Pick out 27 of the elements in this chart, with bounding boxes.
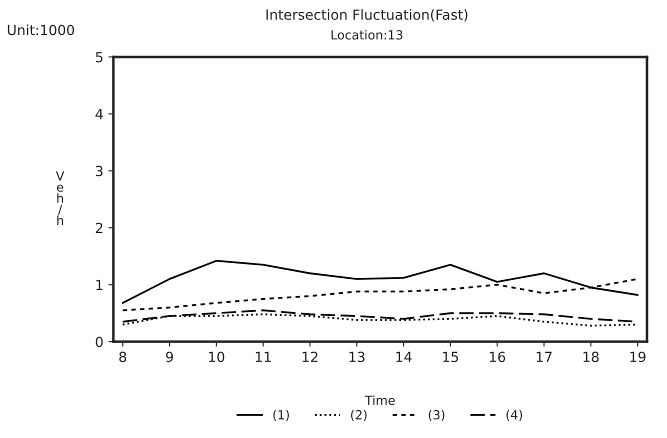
y-tick-label: 0 [96, 336, 103, 348]
x-tick-label: 14 [396, 352, 412, 362]
chart-title: Intersection Fluctuation(Fast) [266, 9, 468, 22]
x-tick-label: 8 [119, 352, 126, 362]
x-tick-label: 15 [443, 352, 458, 362]
y-tick-label: 4 [96, 109, 103, 120]
text: Unit:1000 [8, 24, 74, 36]
y-tick-label: 5 [96, 52, 102, 62]
x-tick-label: 11 [256, 352, 271, 362]
legend-label: (1) [273, 410, 289, 421]
legend-label: (4) [506, 410, 522, 421]
y-tick-label: 2 [96, 222, 102, 234]
x-tick-label: 16 [490, 352, 506, 362]
legend-label: (3) [428, 410, 444, 421]
y-axis-title: V e h / h [56, 171, 64, 226]
x-axis-title: Time [364, 395, 395, 406]
y-tick-label: 3 [96, 166, 103, 176]
x-tick-label: 13 [349, 352, 365, 362]
x-tick-label: 9 [166, 352, 173, 362]
x-tick-label: 19 [630, 352, 646, 362]
y-tick-label: 1 [96, 280, 102, 290]
chart-subtitle: Location:13 [332, 30, 402, 40]
x-tick-label: 10 [209, 352, 224, 362]
x-tick-label: 18 [584, 352, 599, 362]
x-tick-label: 17 [536, 352, 552, 362]
legend-label: (2) [351, 410, 367, 421]
x-tick-label: 12 [302, 352, 318, 362]
